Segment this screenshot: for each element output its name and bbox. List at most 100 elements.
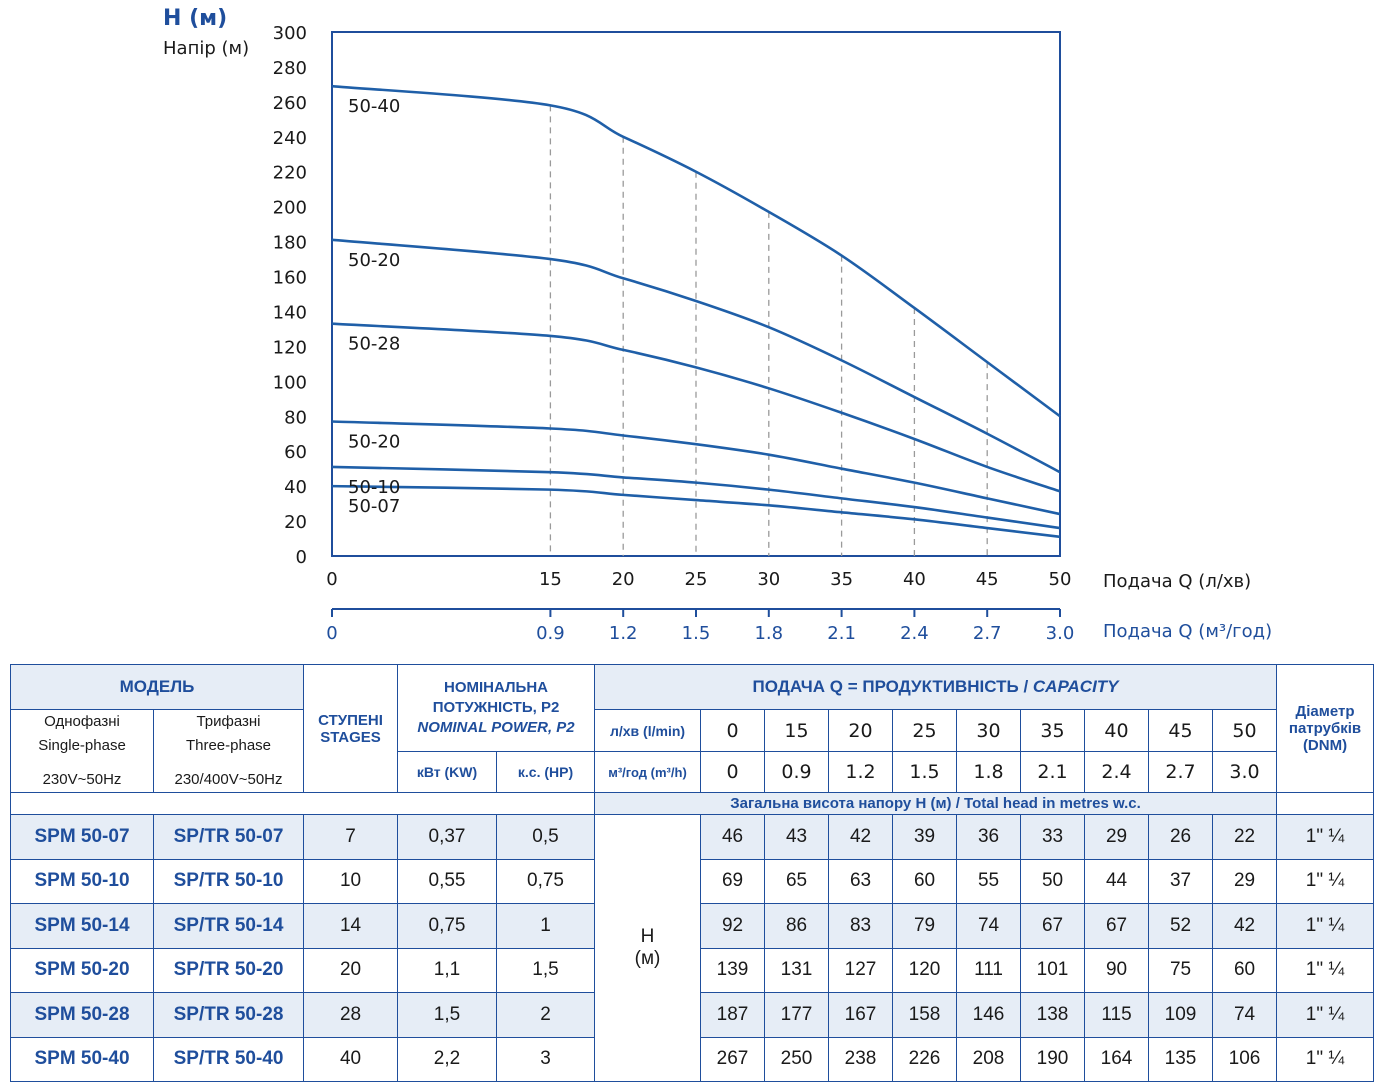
three-phase-model: SP/TR 50-28 xyxy=(152,992,305,1038)
head-value-cell: 42 xyxy=(828,814,894,860)
head-value-cell: 67 xyxy=(1084,903,1150,949)
stages-cell: 7 xyxy=(303,814,399,860)
dnm-cell: 1" ¼ xyxy=(1276,947,1375,993)
lmin-value: 25 xyxy=(892,709,958,752)
series-label: 50-10 xyxy=(348,477,400,498)
stages-header: СТУПЕНІ STAGES xyxy=(303,664,399,793)
lmin-value: 45 xyxy=(1148,709,1214,752)
head-value-cell: 92 xyxy=(700,903,766,949)
head-value-cell: 67 xyxy=(1020,903,1086,949)
y-tick-label: 300 xyxy=(273,23,307,44)
x-tick-label-lmin: 0 xyxy=(326,569,337,590)
hp-cell: 0,75 xyxy=(496,858,596,904)
x-tick-label-lmin: 20 xyxy=(612,569,635,590)
diameter-header: Діаметр патрубків (DNM) xyxy=(1276,664,1375,793)
y-tick-label: 140 xyxy=(273,302,307,323)
single-phase-model: SPM 50-14 xyxy=(10,903,154,949)
stages-cell: 10 xyxy=(303,858,399,904)
head-value-cell: 75 xyxy=(1148,947,1214,993)
series-line-50-28 xyxy=(331,322,1061,493)
y-tick-label: 120 xyxy=(273,337,307,358)
x-tick-label-lmin: 40 xyxy=(903,569,926,590)
lmin-value: 50 xyxy=(1212,709,1278,752)
hp-cell: 2 xyxy=(496,992,596,1038)
head-value-cell: 26 xyxy=(1148,814,1214,860)
three-phase-header: Трифазні Three-phase 230/400V~50Hz xyxy=(152,709,305,793)
header-filler xyxy=(9,792,596,815)
head-value-cell: 74 xyxy=(956,903,1022,949)
dnm-cell: 1" ¼ xyxy=(1276,992,1375,1038)
table-row: SPM 50-14 SP/TR 50-14 14 0,75 1 92 86 83 79 74 67 6… xyxy=(10,903,1375,949)
head-value-cell: 50 xyxy=(1020,858,1086,904)
x-tick-label-lmin: 35 xyxy=(830,569,853,590)
x-tick-label-lmin: 50 xyxy=(1049,569,1072,590)
kw-cell: 1,1 xyxy=(397,947,498,993)
y-axis-title: H (м) xyxy=(163,6,228,31)
head-value-cell: 86 xyxy=(764,903,830,949)
head-value-cell: 177 xyxy=(764,992,830,1038)
series-line-50-40 xyxy=(331,84,1061,418)
lmin-label: л/хв (l/min) xyxy=(594,709,702,752)
three-phase-model: SP/TR 50-14 xyxy=(152,903,305,949)
m3h-label: м³/год (m³/h) xyxy=(594,751,702,793)
head-value-cell: 39 xyxy=(892,814,958,860)
y-tick-label: 180 xyxy=(273,233,307,254)
single-phase-model: SPM 50-10 xyxy=(10,858,154,904)
m3h-value: 0 xyxy=(700,751,766,793)
three-phase-model: SP/TR 50-40 xyxy=(152,1036,305,1082)
stages-cell: 14 xyxy=(303,903,399,949)
head-value-cell: 139 xyxy=(700,947,766,993)
x-axis-title-m3h: Подача Q (м³/год) xyxy=(1103,621,1273,642)
table-row: SPM 50-10 SP/TR 50-10 10 0,55 0,75 69 65 63 60 55… xyxy=(10,858,1375,904)
head-value-cell: 43 xyxy=(764,814,830,860)
m3h-value: 1.5 xyxy=(892,751,958,793)
series-label: 50-20 xyxy=(348,432,400,453)
x-tick-label-m3h: 2.4 xyxy=(900,623,929,644)
head-value-cell: 90 xyxy=(1084,947,1150,993)
head-value-cell: 111 xyxy=(956,947,1022,993)
dnm-cell: 1" ¼ xyxy=(1276,858,1375,904)
single-phase-model: SPM 50-07 xyxy=(10,814,154,860)
three-phase-model: SP/TR 50-20 xyxy=(152,947,305,993)
x-tick-label-lmin: 25 xyxy=(685,569,708,590)
x-tick-label-lmin: 45 xyxy=(976,569,999,590)
x-tick-label-m3h: 2.7 xyxy=(973,623,1002,644)
lmin-value: 30 xyxy=(956,709,1022,752)
dnm-cell: 1" ¼ xyxy=(1276,1036,1375,1082)
x-tick-label-lmin: 30 xyxy=(757,569,780,590)
spec-table: МОДЕЛЬ СТУПЕНІ STAGES НОМІНАЛЬНА ПОТУЖНІС… xyxy=(9,664,1375,1082)
header-filler xyxy=(1276,792,1375,815)
y-tick-label: 220 xyxy=(273,163,307,184)
series-line-50-07 xyxy=(331,484,1061,539)
kw-cell: 2,2 xyxy=(397,1036,498,1082)
series-line-50-20 xyxy=(331,420,1061,516)
power-header: НОМІНАЛЬНА ПОТУЖНІСТЬ, P2 NOMINAL POWER,… xyxy=(397,664,596,752)
table-row: SPM 50-07 SP/TR 50-07 7 0,37 0,5 H (м) 46 43 42 39… xyxy=(10,814,1375,1082)
head-value-cell: 74 xyxy=(1212,992,1278,1038)
hp-header: к.с. (HP) xyxy=(496,751,596,793)
y-axis-subtitle: Напір (м) xyxy=(163,38,250,59)
total-head-header: Загальна висота напору H (м) / Total hea… xyxy=(594,792,1278,815)
head-value-cell: 37 xyxy=(1148,858,1214,904)
series-label: 50-20 xyxy=(348,250,400,271)
m3h-value: 2.4 xyxy=(1084,751,1150,793)
head-value-cell: 109 xyxy=(1148,992,1214,1038)
lmin-value: 0 xyxy=(700,709,766,752)
head-value-cell: 190 xyxy=(1020,1036,1086,1082)
table-row: SPM 50-20 SP/TR 50-20 20 1,1 1,5 139 131 127 120… xyxy=(10,947,1375,993)
head-value-cell: 60 xyxy=(892,858,958,904)
x-tick-label-m3h: 3.0 xyxy=(1046,623,1075,644)
head-value-cell: 167 xyxy=(828,992,894,1038)
head-value-cell: 33 xyxy=(1020,814,1086,860)
single-phase-model: SPM 50-40 xyxy=(10,1036,154,1082)
y-tick-label: 280 xyxy=(273,58,307,79)
lmin-value: 40 xyxy=(1084,709,1150,752)
series-line-50-20 xyxy=(331,238,1061,474)
head-value-cell: 83 xyxy=(828,903,894,949)
head-value-cell: 46 xyxy=(700,814,766,860)
head-value-cell: 55 xyxy=(956,858,1022,904)
pump-curve-chart: 0204060801001201401601802002202402602803… xyxy=(273,23,1075,644)
head-value-cell: 44 xyxy=(1084,858,1150,904)
head-value-cell: 267 xyxy=(700,1036,766,1082)
head-value-cell: 138 xyxy=(1020,992,1086,1038)
